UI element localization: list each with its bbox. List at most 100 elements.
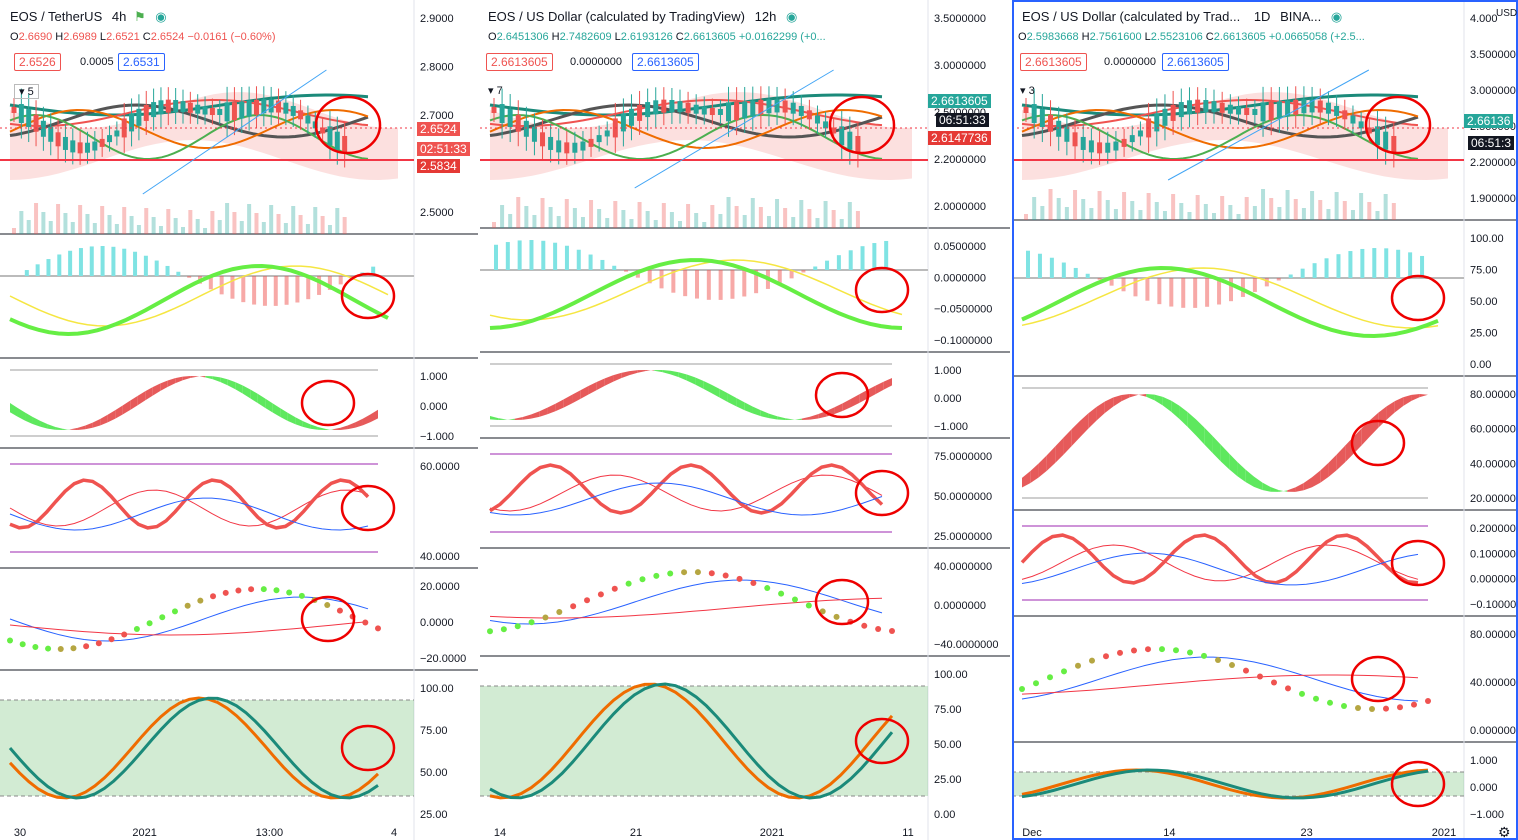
annotation-circle	[300, 595, 356, 643]
indicator-tick-label: 75.00	[420, 725, 448, 737]
ribbon-segment	[310, 424, 318, 430]
ribbon-segment	[711, 384, 720, 398]
indicators-toggle[interactable]: ▾ 7	[488, 85, 503, 97]
ribbon-segment	[1104, 397, 1114, 414]
volume-bar	[1113, 209, 1118, 220]
histogram-bar	[230, 276, 235, 299]
candle-body	[239, 101, 245, 119]
ribbon-segment	[1063, 429, 1072, 455]
histogram-bar	[1097, 278, 1102, 280]
sell-button[interactable]: 2.6613605	[1020, 53, 1087, 71]
candle-body	[33, 114, 39, 132]
candle-body	[1031, 104, 1037, 124]
signal-line	[1021, 267, 1439, 329]
ribbon-segment	[1386, 401, 1395, 420]
histogram-bar	[541, 240, 546, 270]
candle-body	[701, 106, 707, 115]
volume-bar	[1367, 202, 1372, 220]
ribbon-segment	[842, 398, 851, 411]
volume-bar	[686, 204, 691, 228]
indicator-dot	[171, 608, 178, 615]
dot-indicator-line	[1021, 656, 1419, 702]
indicator-tick-label: 0.0000000	[934, 272, 986, 284]
settings-gear-icon[interactable]: ⚙	[1498, 824, 1511, 840]
indicator-tick-label: 75.0000000	[934, 451, 992, 463]
ribbon-segment	[235, 382, 243, 394]
sell-button[interactable]: 2.6613605	[486, 53, 553, 71]
buy-button[interactable]: 2.6613605	[632, 53, 699, 71]
volume-bar	[1040, 206, 1045, 220]
histogram-bar	[1181, 278, 1186, 308]
interval-label[interactable]: 1D	[1253, 9, 1271, 24]
ribbon-segment	[77, 425, 86, 430]
candle-body	[734, 102, 740, 121]
volume-bar	[580, 217, 585, 228]
buy-button[interactable]: 2.6531	[118, 53, 165, 71]
ribbon-segment	[1146, 394, 1155, 401]
candle-body	[1105, 142, 1111, 153]
chart-canvas-4h[interactable]: 2.90002.80002.70002.60002.50001.0000.000…	[0, 0, 478, 840]
annotation-circle	[1390, 274, 1446, 322]
indicator-tick-label: 0.000000	[1470, 725, 1516, 737]
indicator-dot	[736, 575, 743, 582]
candle-body	[499, 104, 505, 124]
histogram-bar	[801, 270, 806, 273]
last-price-label: 2.6524	[417, 122, 460, 136]
candle-body	[717, 108, 723, 115]
chart-canvas-1d[interactable]: 4.0003.5000003.0000002.5000002.2000001.9…	[1012, 0, 1518, 840]
flag-icon[interactable]: ⚑	[133, 9, 146, 24]
candle-body	[693, 104, 699, 114]
histogram-bar	[553, 242, 558, 270]
ribbon-segment	[1378, 406, 1387, 428]
ribbon-segment	[809, 414, 819, 420]
indicator-dot	[1313, 695, 1319, 702]
volume-bar	[783, 208, 788, 228]
ribbon-segment	[47, 424, 56, 430]
ribbon-segment	[1196, 419, 1205, 445]
chart-canvas-12h[interactable]: 3.50000003.00000002.50000002.20000002.00…	[480, 0, 1010, 840]
histogram-bar	[517, 240, 522, 270]
histogram-bar	[187, 276, 192, 278]
volume-bar	[107, 215, 112, 234]
volume-bar	[645, 211, 650, 228]
indicator-dot	[819, 608, 826, 615]
last-price-label: 2.66136	[1464, 114, 1514, 128]
indicator-tick-label: 0.000	[934, 393, 962, 405]
symbol-title[interactable]: EOS / TetherUS	[10, 9, 103, 24]
ribbon-segment	[265, 398, 273, 413]
sell-button[interactable]: 2.6526	[14, 53, 61, 71]
indicator-tick-label: 60.0000	[420, 461, 460, 473]
indicator-dot	[625, 580, 632, 587]
volume-bar	[1056, 198, 1061, 220]
symbol-title[interactable]: EOS / US Dollar (calculated by Trad...	[1022, 9, 1241, 24]
price-tick-label: 3.000000	[1470, 85, 1516, 97]
histogram-bar	[1061, 262, 1066, 278]
volume-bar	[254, 213, 259, 234]
ribbon-segment	[686, 374, 696, 385]
chart-panel-12h[interactable]: 3.50000003.00000002.50000002.20000002.00…	[480, 0, 1010, 840]
volume-bar	[1097, 191, 1102, 220]
annotation-circle	[300, 379, 356, 427]
chart-panel-1d[interactable]: 4.0003.5000003.0000002.5000002.2000001.9…	[1012, 0, 1518, 840]
indicator-dot	[1299, 690, 1305, 697]
volume-bar	[12, 228, 16, 234]
price-tick-label: 2.5000	[420, 207, 454, 219]
volume-bar	[1252, 206, 1257, 220]
candle-body	[677, 101, 683, 113]
volume-bar	[653, 220, 658, 228]
candle-body	[588, 138, 594, 147]
chart-panel-4h[interactable]: 2.90002.80002.70002.60002.50001.0000.000…	[0, 0, 478, 840]
symbol-title[interactable]: EOS / US Dollar (calculated by TradingVi…	[488, 9, 745, 24]
indicators-toggle[interactable]: ▾ 3	[1020, 85, 1035, 97]
volume-bar	[710, 205, 715, 228]
indicators-toggle[interactable]: ▾ 5	[14, 84, 39, 99]
interval-label[interactable]: 12h	[754, 9, 777, 24]
volume-bar	[1203, 204, 1208, 220]
indicator-dot	[1033, 680, 1039, 687]
candle-body	[320, 127, 326, 134]
interval-label[interactable]: 4h	[111, 9, 127, 24]
volume-bar	[1334, 192, 1339, 220]
buy-button[interactable]: 2.6613605	[1162, 53, 1229, 71]
volume-bar	[342, 217, 347, 234]
